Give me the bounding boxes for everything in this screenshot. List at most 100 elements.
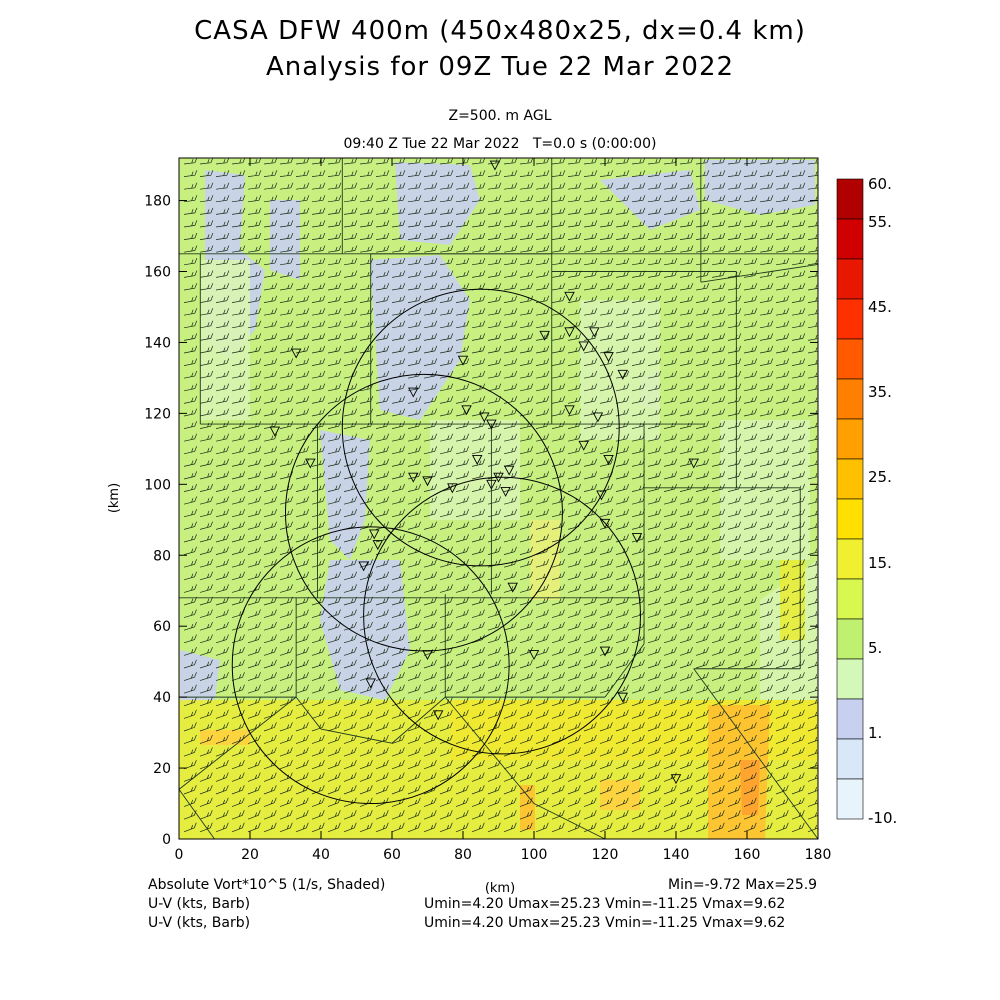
station-marker	[578, 341, 589, 352]
station-marker	[408, 472, 419, 483]
radar-range-ring	[285, 373, 563, 652]
station-marker	[631, 533, 643, 543]
shade-region	[320, 560, 410, 700]
station-marker	[599, 518, 611, 529]
x-tick-label: 60	[383, 847, 401, 863]
county-boundaries	[179, 158, 818, 839]
colorbar-label: 25.	[868, 468, 892, 486]
title-line-1: CASA DFW 400m (450x480x25, dx=0.4 km)	[194, 16, 806, 46]
station-marker	[589, 327, 600, 338]
footer-uv-range-2: Umin=4.20 Umax=25.23 Vmin=-11.25 Vmax=9.…	[424, 915, 786, 931]
y-tick-label: 100	[144, 477, 171, 493]
footer-uv-range-1: Umin=4.20 Umax=25.23 Vmin=-11.25 Vmax=9.…	[424, 896, 786, 912]
vorticity-shading	[179, 158, 818, 839]
x-tick-label: 40	[312, 847, 330, 863]
station-marker	[493, 472, 504, 483]
colorbar-swatch	[836, 658, 864, 700]
station-marker	[486, 419, 497, 430]
colorbar-swatch	[836, 698, 864, 740]
station-marker	[471, 455, 483, 465]
colorbar-swatch	[836, 538, 864, 580]
station-marker	[408, 387, 419, 398]
station-marker	[688, 458, 699, 469]
radar-range-ring	[341, 288, 620, 567]
wind-barbs	[183, 158, 818, 833]
colorbar-swatch	[836, 298, 864, 340]
county-line	[391, 696, 446, 744]
colorbar-swatch	[836, 178, 864, 220]
station-marker	[539, 330, 550, 341]
station-marker	[479, 412, 490, 423]
station-marker	[290, 348, 302, 359]
station-marker	[489, 160, 501, 171]
x-tick-label: 100	[521, 847, 548, 863]
station-marker	[422, 476, 433, 487]
time-label: 09:40 Z Tue 22 Mar 2022 T=0.0 s (0:00:00…	[343, 136, 657, 152]
county-line	[444, 696, 535, 804]
shade-region	[740, 760, 760, 815]
colorbar-label: 15.	[868, 554, 892, 572]
x-axis-ticks: 0 20 40 60 80 100 120 140 160 180	[175, 158, 832, 863]
county-line	[700, 263, 818, 283]
radar-range-ring	[363, 476, 641, 755]
county-line	[320, 728, 393, 744]
station-marker	[603, 352, 614, 363]
plot-frame	[178, 157, 819, 840]
footer-field-uv-2: U-V (kts, Barb)	[148, 915, 251, 931]
footer-field-vorticity: Absolute Vort*10^5 (1/s, Shaded)	[148, 877, 386, 893]
station-marker	[486, 479, 497, 490]
station-marker	[592, 412, 604, 423]
colorbar-label: -10.	[868, 809, 897, 827]
colorbar-swatch	[836, 578, 864, 620]
station-marker	[578, 440, 589, 451]
y-axis-ticks: 0 20 40 60 80 100 120 140 160 180	[144, 194, 818, 848]
radar-stations	[269, 160, 699, 785]
footer-minmax: Min=-9.72 Max=25.9	[668, 877, 818, 893]
county-line	[693, 668, 818, 839]
radar-range-rings	[231, 288, 641, 805]
radar-range-ring	[231, 526, 510, 805]
x-tick-label: 80	[454, 847, 472, 863]
shade-region	[780, 560, 805, 640]
colorbar-label: 5.	[868, 639, 882, 657]
y-tick-label: 40	[153, 690, 171, 706]
y-tick-label: 20	[153, 761, 171, 777]
station-marker	[603, 455, 614, 465]
station-marker	[507, 582, 518, 593]
station-marker	[369, 529, 380, 540]
station-marker	[461, 405, 472, 416]
station-marker	[365, 678, 376, 689]
y-tick-label: 0	[162, 832, 171, 848]
colorbar-swatch	[836, 738, 864, 780]
y-tick-label: 140	[144, 335, 171, 351]
y-tick-label: 160	[144, 265, 171, 281]
colorbar-swatch	[836, 778, 864, 820]
barb-field	[183, 158, 818, 833]
station-marker	[372, 540, 384, 551]
station-marker	[500, 486, 511, 497]
y-tick-label: 80	[153, 548, 171, 564]
footer-field-uv-1: U-V (kts, Barb)	[148, 896, 251, 912]
station-marker	[457, 355, 469, 366]
colorbar-swatch	[836, 498, 864, 540]
colorbar-label: 45.	[868, 298, 892, 316]
colorbar-label: 55.	[868, 213, 892, 231]
colorbar-label: 60.	[868, 175, 892, 193]
x-tick-label: 180	[805, 847, 832, 863]
station-marker	[528, 650, 540, 661]
county-line	[604, 643, 645, 698]
station-marker	[564, 291, 575, 302]
station-marker	[599, 646, 611, 657]
station-marker	[617, 369, 628, 380]
station-marker	[305, 458, 316, 469]
colorbar: 60. 55. 45. 35. 25. 15. 5. 1. -10.	[836, 175, 897, 827]
station-marker	[432, 710, 444, 721]
colorbar-swatch	[836, 338, 864, 380]
station-marker	[269, 426, 281, 437]
station-marker	[503, 465, 515, 476]
station-marker	[564, 405, 575, 416]
y-tick-label: 120	[144, 406, 171, 422]
colorbar-label: 1.	[868, 724, 882, 742]
colorbar-swatch	[836, 218, 864, 260]
